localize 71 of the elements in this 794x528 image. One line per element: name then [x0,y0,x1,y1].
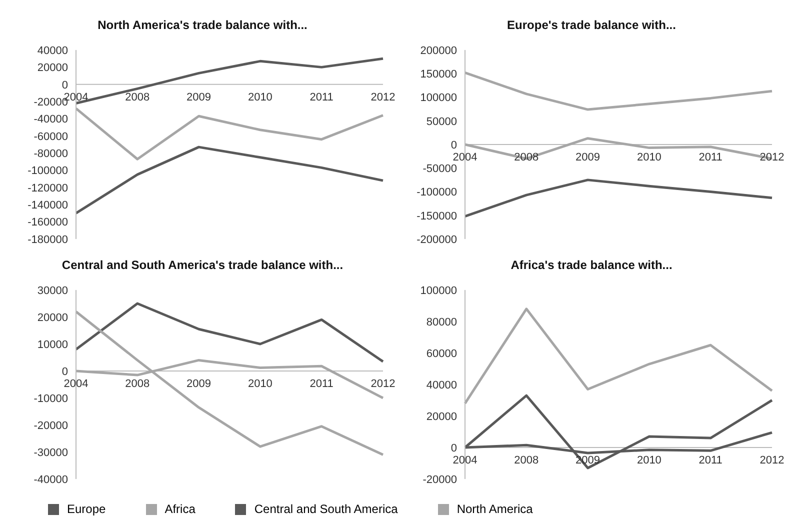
x-tick-label: 2009 [576,152,600,164]
x-tick-label: 2011 [698,152,722,164]
y-tick-label: 0 [450,139,457,152]
line-series [74,107,384,160]
y-tick-label: 20000 [37,312,68,324]
y-tick-label: 150000 [420,68,457,81]
chart-title: Europe's trade balance with... [506,17,677,34]
line-series [74,302,384,363]
legend-label: Africa [164,502,196,516]
x-tick-label: 2008 [514,454,539,466]
x-tick-label: 2012 [370,91,396,104]
y-tick-label: 60000 [426,348,457,360]
x-tick-label: 2012 [370,378,396,390]
x-tick-label: 2012 [760,152,784,164]
y-tick-label: -10000 [34,392,68,405]
y-tick-label: 40000 [426,379,457,392]
x-tick-label: 2011 [310,378,334,390]
x-tick-label: 2004 [452,454,478,466]
y-tick-label: 0 [450,442,457,454]
y-tick-label: 20000 [426,410,457,423]
y-tick-label: 30000 [37,284,68,297]
x-tick-label: 2011 [310,91,334,104]
y-tick-label: -100000 [28,165,68,178]
line-series [74,146,384,214]
y-tick-label: -50000 [422,163,457,176]
x-tick-label: 2010 [248,378,272,390]
x-tick-label: 2008 [125,378,150,390]
y-tick-label: 200000 [420,44,457,57]
x-tick-label: 2010 [636,454,662,466]
legend-label: North America [456,502,533,516]
y-tick-label: -40000 [34,114,68,126]
y-tick-label: -120000 [28,182,68,194]
x-tick-label: 2010 [636,152,662,164]
chart-title: North America's trade balance with... [96,17,308,34]
x-tick-label: 2008 [125,91,150,104]
y-tick-label: -80000 [34,148,68,160]
y-tick-label: -160000 [28,216,68,229]
y-tick-label: -100000 [416,186,457,199]
x-tick-label: 2011 [698,454,722,466]
x-tick-label: 2009 [186,378,212,390]
y-tick-label: -40000 [34,474,68,486]
line-series [464,178,774,218]
y-tick-label: 100000 [420,92,457,104]
y-tick-label: -180000 [28,234,68,246]
y-tick-label: 80000 [426,316,457,328]
line-series [464,71,774,111]
x-tick-label: 2004 [64,378,88,390]
y-tick-label: 0 [62,366,68,378]
legend-label: Europe [67,502,106,516]
x-tick-label: 2008 [514,152,539,164]
y-tick-label: -140000 [28,200,68,212]
y-tick-label: 20000 [37,62,68,74]
x-tick-label: 2004 [452,152,478,164]
y-tick-label: -200000 [416,234,457,246]
y-tick-label: -20000 [34,420,68,432]
y-tick-label: -60000 [34,130,68,143]
y-tick-label: 10000 [37,338,68,351]
y-tick-label: -30000 [34,446,68,459]
chart-title: Central and South America's trade balance with... [60,257,344,274]
x-tick-label: 2010 [248,91,272,104]
y-tick-label: 50000 [426,116,457,128]
line-series [464,308,774,405]
y-tick-label: 40000 [37,44,68,57]
y-tick-label: -150000 [416,210,457,222]
y-tick-label: 0 [62,79,68,92]
chart-title: Africa's trade balance with... [510,257,674,274]
y-tick-label: -20000 [422,474,457,486]
x-tick-label: 2012 [760,454,784,466]
x-tick-label: 2009 [186,91,212,104]
legend-label: Central and South America [254,502,398,516]
y-tick-label: 100000 [420,284,457,297]
